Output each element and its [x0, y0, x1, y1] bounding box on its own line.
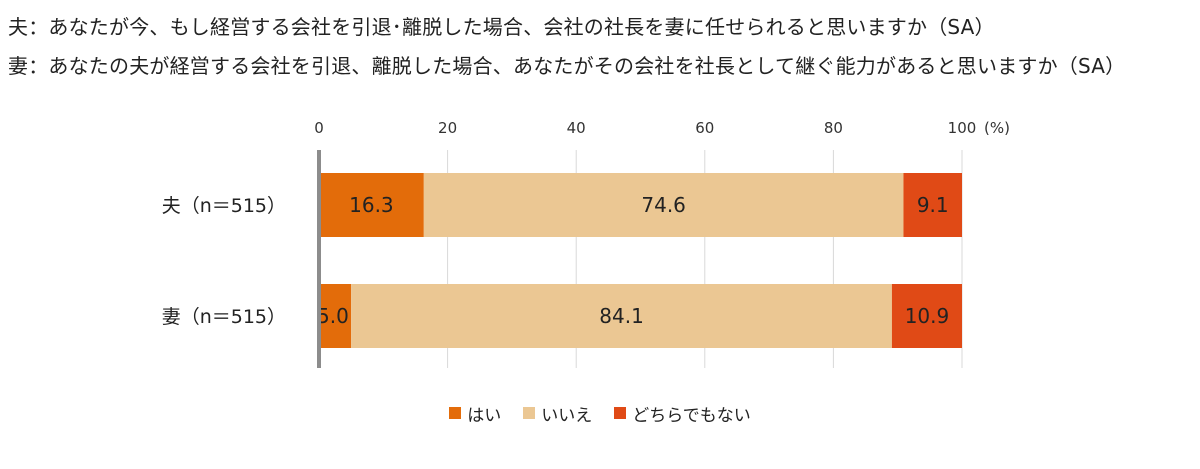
x-tick-label: 0	[314, 119, 324, 137]
data-label: 5.0	[317, 304, 349, 328]
legend-label: いいえ	[541, 405, 593, 426]
x-tick-label: 60	[695, 119, 714, 137]
legend-label: はい	[467, 405, 502, 426]
bar-segment	[891, 284, 962, 348]
legend-label: どちらでもない	[632, 405, 751, 426]
x-tick-label: 100	[948, 119, 977, 137]
legend-swatch	[614, 407, 627, 419]
x-tick-label: 20	[438, 119, 457, 137]
question-wife: 妻：あなたの夫が経営する会社を引退、離脱した場合、あなたがその会社を社長として継…	[8, 54, 1126, 78]
legend-item: どちらでもない	[614, 401, 751, 426]
stacked-bar-chart: 0 20 40 60 80 100 (%) 16.3 74.6 9.1 夫（n＝515） 5.0 84.…	[162, 119, 1010, 368]
legend-item: いいえ	[523, 401, 592, 426]
unit-label: (%)	[984, 119, 1010, 137]
data-label: 9.1	[917, 193, 949, 217]
data-label: 74.6	[641, 193, 686, 217]
question-husband: 夫：あなたが今、もし経営する会社を引退･離脱した場合、会社の社長を妻に任せられる…	[8, 15, 995, 39]
legend-item: はい	[449, 401, 501, 426]
bar-segment	[423, 173, 904, 237]
bar-segment	[351, 284, 892, 348]
category-label: 夫（n＝515）	[162, 195, 286, 217]
data-label: 84.1	[599, 304, 644, 328]
x-tick-label: 80	[824, 119, 843, 137]
bar-segment	[903, 173, 962, 237]
category-label: 妻（n＝515）	[162, 306, 286, 328]
legend-swatch	[523, 407, 536, 419]
bar-segment	[319, 173, 424, 237]
bar-segment	[319, 284, 352, 348]
data-label: 16.3	[349, 193, 394, 217]
x-tick-label: 40	[567, 119, 586, 137]
data-label: 10.9	[905, 304, 950, 328]
legend-swatch	[449, 407, 462, 419]
legend: はい いいえ どちらでもない	[0, 400, 1200, 426]
